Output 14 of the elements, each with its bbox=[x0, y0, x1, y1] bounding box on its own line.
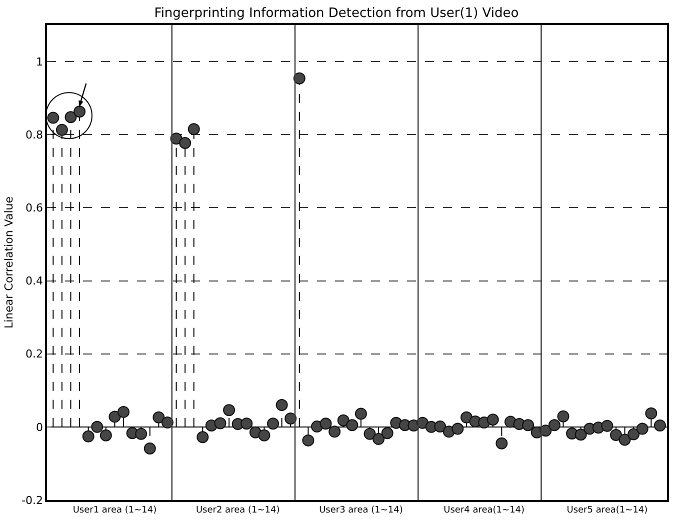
y-tick-label: 1 bbox=[36, 55, 44, 68]
y-tick-label: -0.2 bbox=[22, 494, 44, 507]
y-tick-label: 0.8 bbox=[26, 128, 44, 142]
x-tick-label: User1 area (1~14) bbox=[72, 506, 157, 516]
x-tick-label: User4 area(1~14) bbox=[444, 506, 525, 516]
y-tick-label: 0.4 bbox=[26, 274, 44, 288]
y-tick-label: 0.6 bbox=[26, 202, 44, 215]
y-tick-label: 0.2 bbox=[26, 348, 44, 361]
x-tick-label: User2 area (1~14) bbox=[196, 506, 280, 516]
chart-title: Fingerprinting Information Detection from User(1) Video bbox=[154, 6, 519, 21]
y-axis-title: Linear Correlation Value bbox=[2, 196, 16, 329]
y-tick-label: 0 bbox=[36, 420, 44, 434]
x-tick-label: User3 area (1~14) bbox=[319, 506, 403, 516]
x-tick-label: User5 area(1~14) bbox=[566, 506, 648, 516]
